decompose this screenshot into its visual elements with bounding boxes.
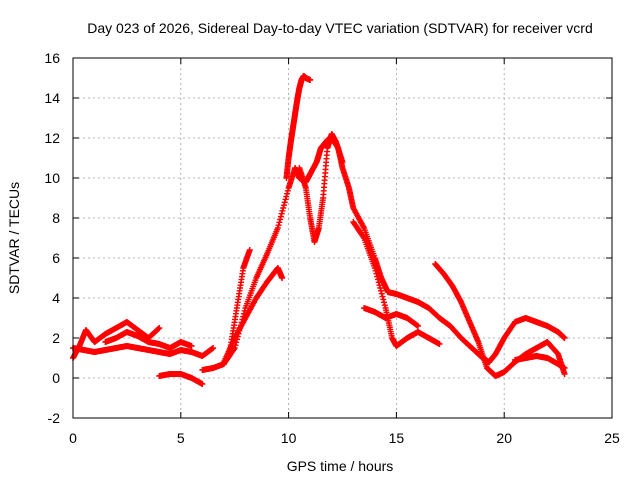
data-point bbox=[561, 371, 568, 377]
series-arc-6 bbox=[220, 265, 286, 365]
chart-title: Day 023 of 2026, Sidereal Day-to-day VTE… bbox=[87, 20, 593, 36]
series-arc-13 bbox=[511, 353, 568, 371]
series-arc-8 bbox=[283, 73, 314, 181]
data-point-fill bbox=[381, 299, 388, 306]
data-point bbox=[210, 345, 217, 351]
series-arc-10 bbox=[350, 219, 443, 349]
data-point-fill bbox=[280, 205, 287, 211]
data-point bbox=[371, 265, 378, 271]
data-point bbox=[246, 247, 253, 253]
data-point-fill bbox=[377, 285, 384, 291]
data-point-fill bbox=[282, 196, 289, 203]
data-point bbox=[156, 325, 163, 331]
x-tick-label: 5 bbox=[177, 430, 185, 446]
data-point bbox=[307, 77, 314, 83]
data-point-fill bbox=[279, 207, 286, 214]
data-point-fill bbox=[276, 219, 283, 226]
plot-frame bbox=[72, 57, 613, 419]
x-tick-label: 0 bbox=[69, 430, 77, 446]
y-tick-label: 10 bbox=[44, 170, 60, 186]
series-arc-9 bbox=[296, 131, 346, 245]
y-tick-label: 16 bbox=[44, 50, 60, 66]
x-tick-label: 15 bbox=[389, 430, 405, 446]
data-point-fill bbox=[372, 267, 379, 274]
data-point bbox=[561, 335, 568, 341]
data-point-fill bbox=[230, 346, 237, 353]
data-point-fill bbox=[374, 273, 381, 280]
data-marks bbox=[70, 73, 568, 387]
series-arc-2 bbox=[70, 319, 163, 361]
y-tick-label: 0 bbox=[52, 370, 60, 386]
series-arc-4 bbox=[156, 371, 206, 387]
data-point-fill bbox=[374, 276, 381, 283]
series-arc-3 bbox=[102, 329, 195, 351]
data-point bbox=[199, 381, 206, 387]
series-arc-12 bbox=[432, 261, 568, 379]
data-point-fill bbox=[378, 290, 385, 297]
data-point-fill bbox=[277, 213, 284, 220]
data-point-fill bbox=[284, 187, 291, 194]
data-point-fill bbox=[373, 270, 380, 277]
y-tick-label: 4 bbox=[52, 290, 60, 306]
series-arc-1 bbox=[70, 343, 217, 359]
data-point bbox=[188, 343, 195, 349]
y-tick-label: -2 bbox=[48, 410, 61, 426]
data-point-fill bbox=[283, 193, 290, 200]
data-point-fill bbox=[379, 293, 386, 300]
data-point bbox=[274, 225, 281, 231]
y-tick-label: 14 bbox=[44, 90, 60, 106]
data-point-fill bbox=[375, 279, 382, 286]
data-point-fill bbox=[277, 216, 284, 223]
x-tick-label: 10 bbox=[281, 430, 297, 446]
x-axis-label: GPS time / hours bbox=[287, 458, 394, 474]
axis-ticks bbox=[72, 57, 613, 419]
grid bbox=[73, 58, 612, 418]
data-point-fill bbox=[284, 190, 291, 197]
data-point-fill bbox=[376, 282, 383, 289]
series-arc-5 bbox=[199, 135, 568, 373]
series-arc-7 bbox=[227, 247, 253, 351]
data-point-fill bbox=[280, 202, 287, 209]
y-axis-label: SDTVAR / TECUs bbox=[6, 182, 22, 294]
x-tick-label: 20 bbox=[496, 430, 512, 446]
data-point bbox=[279, 275, 286, 281]
data-point bbox=[414, 323, 421, 329]
y-tick-label: 8 bbox=[52, 210, 60, 226]
data-point-fill bbox=[281, 199, 288, 206]
x-tick-label: 25 bbox=[604, 430, 620, 446]
data-point-fill bbox=[278, 210, 285, 217]
data-point-fill bbox=[155, 325, 162, 332]
series-arc-11 bbox=[361, 305, 421, 329]
y-tick-label: 12 bbox=[44, 130, 60, 146]
data-point-fill bbox=[275, 222, 282, 229]
y-tick-label: 2 bbox=[52, 330, 60, 346]
data-point bbox=[561, 365, 568, 371]
data-point-fill bbox=[378, 287, 384, 294]
y-tick-label: 6 bbox=[52, 250, 60, 266]
data-point bbox=[339, 159, 346, 165]
data-point-fill bbox=[380, 296, 387, 303]
data-point-fill bbox=[381, 302, 388, 309]
tick-labels: 0 5 10 15 20 25 -2 0 2 4 6 8 10 12 14 16 bbox=[44, 50, 620, 446]
data-point-fill bbox=[360, 233, 367, 240]
data-point bbox=[436, 341, 443, 347]
